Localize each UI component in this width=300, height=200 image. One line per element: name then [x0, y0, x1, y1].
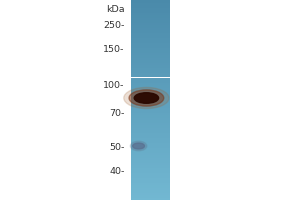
Bar	[130, 2, 170, 5]
Bar	[130, 45, 170, 47]
Bar	[130, 78, 170, 80]
Bar	[130, 100, 170, 102]
Bar	[130, 102, 170, 105]
Bar	[130, 180, 170, 182]
Bar	[130, 70, 170, 73]
Bar	[130, 73, 170, 75]
Ellipse shape	[130, 141, 147, 151]
Bar	[130, 130, 170, 132]
Bar	[130, 58, 170, 60]
Bar	[130, 50, 170, 52]
Bar	[130, 192, 170, 195]
Text: 250-: 250-	[103, 21, 124, 29]
Bar	[130, 152, 170, 155]
Bar	[130, 148, 170, 150]
Bar	[130, 47, 170, 50]
Bar	[130, 165, 170, 168]
Bar	[130, 112, 170, 115]
Bar	[130, 105, 170, 108]
Bar	[130, 115, 170, 117]
Bar	[130, 128, 170, 130]
Bar	[130, 110, 170, 112]
Bar	[130, 55, 170, 58]
Text: 150-: 150-	[103, 45, 124, 53]
Bar	[130, 142, 170, 145]
Bar	[130, 62, 170, 65]
Bar	[130, 155, 170, 158]
Bar	[130, 43, 170, 45]
Bar	[130, 12, 170, 15]
Bar	[130, 135, 170, 138]
Bar	[130, 60, 170, 62]
Bar	[130, 178, 170, 180]
Bar	[130, 195, 170, 198]
Text: 50-: 50-	[109, 142, 124, 152]
Bar	[130, 140, 170, 142]
Bar	[130, 132, 170, 135]
Bar	[130, 32, 170, 35]
Bar	[130, 18, 170, 20]
Text: 100-: 100-	[103, 81, 124, 90]
Bar	[130, 90, 170, 92]
Text: kDa: kDa	[106, 4, 124, 14]
Bar	[130, 138, 170, 140]
Bar	[130, 117, 170, 120]
Text: 40-: 40-	[109, 166, 124, 176]
Bar	[130, 172, 170, 175]
Bar	[130, 170, 170, 172]
Ellipse shape	[134, 93, 159, 103]
Bar	[130, 65, 170, 68]
Bar	[130, 95, 170, 98]
Bar	[130, 188, 170, 190]
Bar	[130, 25, 170, 27]
Bar	[130, 122, 170, 125]
Bar	[130, 160, 170, 162]
Bar	[130, 83, 170, 85]
Bar	[130, 185, 170, 188]
Bar	[130, 168, 170, 170]
Bar	[130, 85, 170, 88]
Ellipse shape	[124, 87, 169, 109]
Bar	[130, 27, 170, 30]
Bar	[130, 88, 170, 90]
Bar	[130, 20, 170, 22]
Bar	[130, 80, 170, 82]
Bar	[130, 108, 170, 110]
Bar	[130, 75, 170, 77]
Bar	[130, 52, 170, 55]
Bar	[130, 40, 170, 43]
Bar	[130, 22, 170, 25]
Bar	[130, 175, 170, 178]
Ellipse shape	[129, 90, 164, 106]
Bar	[130, 68, 170, 70]
Bar	[130, 10, 170, 12]
Bar	[130, 7, 170, 10]
Bar	[130, 30, 170, 32]
Bar	[130, 35, 170, 38]
Bar	[130, 198, 170, 200]
Bar	[130, 0, 170, 2]
Bar	[130, 190, 170, 192]
Bar	[130, 182, 170, 185]
Bar	[130, 15, 170, 18]
Bar	[130, 162, 170, 165]
Bar	[130, 38, 170, 40]
Bar	[130, 5, 170, 7]
Bar	[130, 145, 170, 148]
Text: 70-: 70-	[109, 108, 124, 117]
Bar	[130, 98, 170, 100]
Bar	[130, 92, 170, 95]
Bar	[130, 120, 170, 122]
Bar	[130, 150, 170, 152]
Ellipse shape	[133, 143, 145, 149]
Bar	[130, 125, 170, 128]
Bar	[130, 158, 170, 160]
